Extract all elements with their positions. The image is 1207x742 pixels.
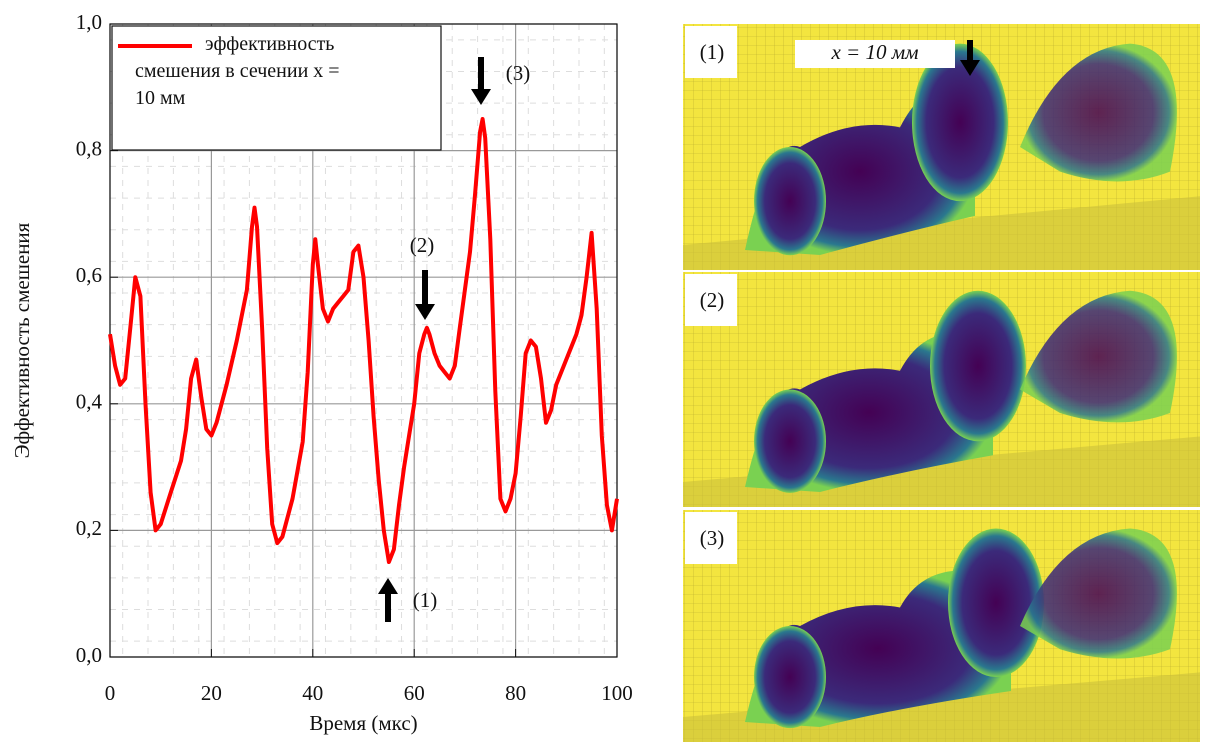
section-label-box: [795, 40, 955, 68]
panel-label: (2): [700, 288, 725, 312]
y-tick-label: 0,0: [76, 643, 102, 667]
legend-label: эффективность смешения в сечении x = 10 …: [135, 33, 340, 109]
panel-label: (1): [700, 40, 725, 64]
x-tick-label: 0: [105, 681, 116, 705]
legend-entry: эффективность смешения в сечении x = 10 …: [135, 33, 340, 109]
arrow-head: [378, 578, 398, 594]
y-tick-label: 0,6: [76, 263, 102, 287]
section-label: x = 10 мм: [830, 40, 918, 64]
x-tick-label: 80: [505, 681, 526, 705]
annotation: (1): [413, 588, 438, 612]
y-tick-label: 0,2: [76, 516, 102, 540]
section-arrow-head: [960, 60, 980, 76]
bow-shock: [754, 147, 826, 256]
x-axis-label: Время (мкс): [309, 711, 417, 735]
plume: [1020, 43, 1177, 182]
arrow-head: [471, 89, 491, 105]
x-tick-label: 100: [601, 681, 633, 705]
vortex: [912, 43, 1008, 202]
y-axis-label: Эффективность смешения: [10, 222, 34, 458]
x-tick-label: 20: [201, 681, 222, 705]
plume: [1020, 290, 1177, 423]
plume: [1020, 528, 1177, 659]
simulation-panel: (3): [683, 510, 1200, 742]
vortex: [930, 290, 1026, 442]
y-tick-label: 0,8: [76, 136, 102, 160]
annotation: (3): [506, 61, 531, 85]
annotation: (2): [410, 233, 435, 257]
x-tick-label: 40: [302, 681, 323, 705]
y-tick-label: 1,0: [76, 10, 102, 34]
panel-label-box: [685, 274, 737, 326]
vortex: [948, 528, 1044, 678]
panel-label-box: [685, 26, 737, 78]
panel-label-box: [685, 512, 737, 564]
x-tick-label: 60: [404, 681, 425, 705]
bow-shock: [754, 626, 826, 729]
panel-label: (3): [700, 526, 725, 550]
y-tick-label: 0,4: [76, 390, 103, 414]
simulation-panel: (2): [683, 272, 1200, 507]
data-line: [108, 117, 619, 564]
bow-shock: [754, 389, 826, 493]
arrow-head: [415, 304, 435, 320]
